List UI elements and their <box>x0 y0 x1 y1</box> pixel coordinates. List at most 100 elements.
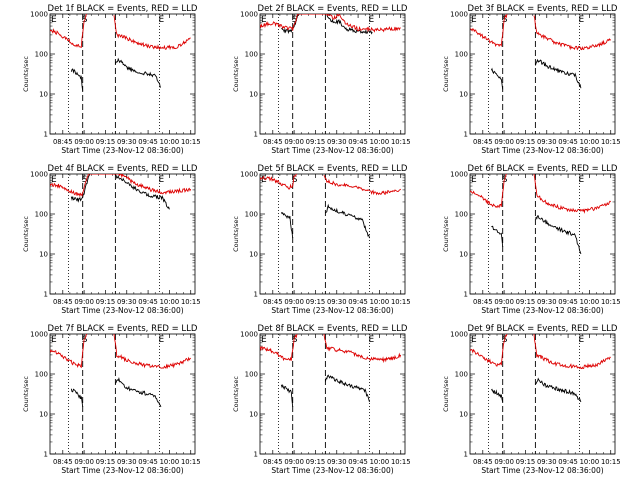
x-axis-label: Start Time (23-Nov-12 08:36:00) <box>481 306 603 315</box>
plot-area <box>50 334 192 408</box>
lld-series-line <box>533 15 612 51</box>
events-series-line <box>70 68 84 91</box>
y-tick-label: 10 <box>39 411 48 419</box>
lld-series-line <box>323 174 402 196</box>
y-tick-label: 100 <box>35 211 48 219</box>
x-tick-label: 09:15 <box>306 458 326 466</box>
x-tick-label: 08:45 <box>473 298 493 306</box>
y-axis-label: Counts/sec <box>22 376 30 412</box>
chart-title: Det 8f BLACK = Events, RED = LLD <box>258 324 408 334</box>
plot-area <box>470 14 612 90</box>
x-tick-label: 09:30 <box>327 458 347 466</box>
y-tick-label: 1 <box>254 291 258 299</box>
chart-panel-8: Det 8f BLACK = Events, RED = LLD 1 10 100 10… <box>232 324 411 475</box>
chart-panel-5: Det 5f BLACK = Events, RED = LLD 1 10 100 10… <box>232 164 411 315</box>
x-axis-label: Start Time (23-Nov-12 08:36:00) <box>481 146 603 155</box>
y-tick-label: 10 <box>459 91 468 99</box>
events-series-line <box>490 67 504 90</box>
lld-series-line <box>323 334 402 364</box>
plot-frame <box>469 173 616 295</box>
lld-series-line <box>260 334 298 362</box>
x-tick-label: 08:45 <box>263 458 283 466</box>
marker-e-right: E <box>158 15 164 25</box>
x-tick-label: 09:00 <box>74 458 94 466</box>
y-tick-label: 100 <box>245 211 258 219</box>
y-tick-label: 1 <box>254 131 258 139</box>
marker-e-right: E <box>578 335 584 345</box>
plot-frame <box>469 333 616 455</box>
lld-series-line <box>533 334 611 370</box>
lld-series-line <box>50 14 88 49</box>
y-axis-label: Counts/sec <box>442 56 450 92</box>
x-axis-label: Start Time (23-Nov-12 08:36:00) <box>271 306 393 315</box>
events-series-line <box>70 174 170 210</box>
events-series-line <box>534 58 582 89</box>
x-axis-label: Start Time (23-Nov-12 08:36:00) <box>61 146 183 155</box>
x-tick-label: 09:45 <box>558 138 578 146</box>
chart-panel-4: Det 4f BLACK = Events, RED = LLD 1 10 100 10… <box>22 164 201 315</box>
marker-s: S <box>82 175 88 185</box>
marker-e-right: E <box>368 15 374 25</box>
y-tick-label: 1000 <box>30 11 48 19</box>
marker-s: S <box>82 335 88 345</box>
marker-e-left: E <box>261 175 267 185</box>
events-series-line <box>325 203 370 239</box>
x-tick-label: 09:15 <box>516 458 536 466</box>
y-tick-label: 1 <box>44 291 48 299</box>
plot-frame <box>259 173 406 295</box>
y-tick-label: 1 <box>464 131 468 139</box>
lld-series-line <box>50 174 192 198</box>
y-tick-label: 10 <box>459 411 468 419</box>
x-tick-label: 10:00 <box>580 138 600 146</box>
events-series-line <box>324 374 370 403</box>
marker-e-left: E <box>471 15 477 25</box>
plot-frame <box>49 13 196 135</box>
x-tick-label: 10:00 <box>580 458 600 466</box>
chart-title: Det 5f BLACK = Events, RED = LLD <box>258 164 408 174</box>
events-series-line <box>115 377 162 408</box>
chart-panel-6: Det 6f BLACK = Events, RED = LLD 1 10 100 10… <box>442 164 621 315</box>
x-tick-label: 10:00 <box>580 298 600 306</box>
y-tick-label: 1 <box>254 451 258 459</box>
y-tick-label: 100 <box>455 211 468 219</box>
events-series-line <box>535 377 582 403</box>
x-tick-label: 08:45 <box>53 458 73 466</box>
y-tick-label: 100 <box>245 51 258 59</box>
plot-area <box>260 174 402 239</box>
x-tick-label: 09:15 <box>306 138 326 146</box>
marker-e-right: E <box>578 15 584 25</box>
y-axis-label: Counts/sec <box>22 56 30 92</box>
lld-series-line <box>470 174 507 209</box>
x-tick-label: 10:00 <box>160 138 180 146</box>
marker-e-left: E <box>51 15 57 25</box>
x-tick-label: 09:30 <box>327 298 347 306</box>
y-tick-label: 1000 <box>240 11 258 19</box>
y-axis-label: Counts/sec <box>22 216 30 252</box>
y-tick-label: 1000 <box>450 171 468 179</box>
y-axis-label: Counts/sec <box>442 216 450 252</box>
x-tick-label: 09:00 <box>284 138 304 146</box>
events-series-line <box>114 57 162 88</box>
y-tick-label: 10 <box>249 251 258 259</box>
x-axis-label: Start Time (23-Nov-12 08:36:00) <box>61 306 183 315</box>
y-tick-label: 1 <box>464 291 468 299</box>
x-tick-label: 10:15 <box>601 458 621 466</box>
x-tick-label: 09:15 <box>96 138 116 146</box>
plot-frame <box>49 333 196 455</box>
x-axis-label: Start Time (23-Nov-12 08:36:00) <box>481 466 603 475</box>
marker-s: S <box>292 175 298 185</box>
x-tick-label: 08:45 <box>53 298 73 306</box>
lld-series-line <box>533 174 612 214</box>
plot-area <box>50 174 192 210</box>
y-tick-label: 1000 <box>450 331 468 339</box>
marker-e-right: E <box>368 335 374 345</box>
y-tick-label: 1000 <box>30 171 48 179</box>
x-tick-label: 10:15 <box>391 138 411 146</box>
y-axis-label: Counts/sec <box>232 216 240 252</box>
y-tick-label: 1 <box>44 131 48 139</box>
x-axis-label: Start Time (23-Nov-12 08:36:00) <box>271 146 393 155</box>
plot-frame <box>259 13 406 135</box>
x-tick-label: 09:15 <box>96 458 116 466</box>
marker-e-left: E <box>261 15 267 25</box>
marker-e-left: E <box>51 335 57 345</box>
